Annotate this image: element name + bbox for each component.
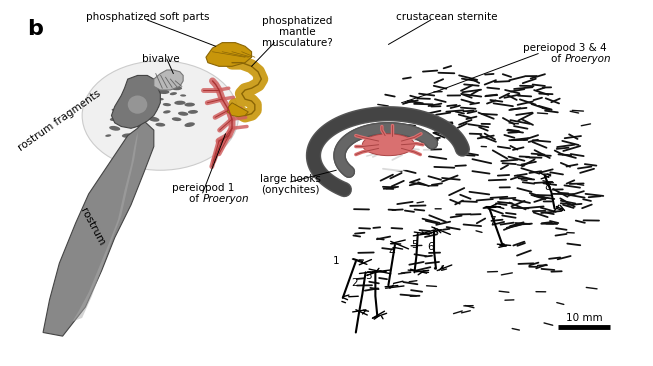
Polygon shape [227,103,248,117]
Ellipse shape [148,82,160,87]
Ellipse shape [105,134,111,137]
Ellipse shape [150,105,158,108]
Text: Proeryon: Proeryon [564,54,611,64]
Polygon shape [72,132,138,322]
Ellipse shape [124,134,131,137]
Text: 8: 8 [545,182,551,192]
Ellipse shape [131,119,138,123]
Ellipse shape [161,90,167,93]
Ellipse shape [150,117,158,121]
Text: 6: 6 [428,242,434,252]
Text: b: b [27,19,42,39]
Ellipse shape [140,96,148,99]
Ellipse shape [136,124,146,128]
Text: Proeryon: Proeryon [202,194,249,204]
Text: crustacean sternite: crustacean sternite [396,12,498,22]
Text: of: of [551,54,564,64]
Ellipse shape [180,112,186,115]
Ellipse shape [126,110,136,114]
Ellipse shape [174,101,185,105]
Text: 10 mm: 10 mm [565,313,602,323]
Ellipse shape [157,98,164,101]
Ellipse shape [140,132,148,135]
Ellipse shape [186,103,193,106]
Ellipse shape [184,123,195,127]
Ellipse shape [362,134,415,156]
Text: pereiopod 1: pereiopod 1 [172,183,234,194]
Ellipse shape [136,88,145,92]
Ellipse shape [346,125,431,172]
Polygon shape [112,75,161,128]
Text: phosphatized: phosphatized [262,16,332,26]
Ellipse shape [171,117,182,122]
Ellipse shape [82,61,238,170]
Ellipse shape [171,86,182,90]
Ellipse shape [110,108,119,112]
Ellipse shape [168,92,179,96]
Text: 1: 1 [333,257,340,266]
Ellipse shape [128,96,148,114]
Ellipse shape [163,103,171,107]
Ellipse shape [144,112,151,115]
Polygon shape [43,121,154,336]
Ellipse shape [135,104,140,106]
Text: 5: 5 [411,240,418,250]
Ellipse shape [111,118,118,120]
Ellipse shape [179,94,187,97]
Text: musculature?: musculature? [262,38,332,48]
Ellipse shape [161,110,173,114]
Ellipse shape [110,127,119,130]
Polygon shape [206,42,251,66]
Text: 7: 7 [489,216,496,226]
Polygon shape [154,70,183,90]
Ellipse shape [187,109,199,114]
Text: (onychites): (onychites) [261,185,320,195]
Text: rostrum: rostrum [78,206,106,247]
Ellipse shape [121,102,127,104]
Text: bivalve: bivalve [142,54,179,64]
Text: 2: 2 [351,278,358,288]
Text: of: of [189,194,202,204]
Text: rostrum fragments: rostrum fragments [16,89,103,153]
Text: 3: 3 [366,271,372,281]
Ellipse shape [155,123,165,127]
Text: pereiopod 3 & 4: pereiopod 3 & 4 [522,43,606,53]
Text: phosphatized soft parts: phosphatized soft parts [86,12,209,22]
Text: large hooks: large hooks [261,174,321,184]
Text: 4: 4 [389,247,395,257]
Text: mantle: mantle [279,27,315,37]
